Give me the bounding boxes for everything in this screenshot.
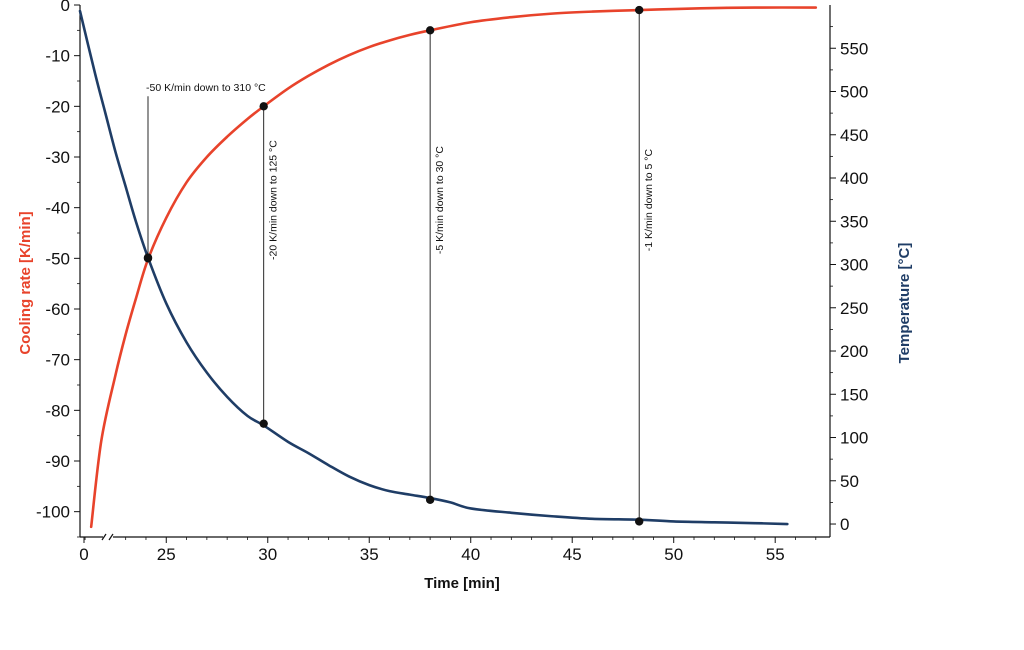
y-right-tick-label: 300 (840, 256, 868, 275)
y-right-tick-label: 400 (840, 169, 868, 188)
y-left-tick-label: -30 (45, 148, 70, 167)
temperature-marker (259, 419, 268, 428)
x-tick-label: 30 (258, 545, 277, 564)
y-right-tick-label: 200 (840, 342, 868, 361)
y-left-tick-label: 0 (61, 0, 70, 15)
x-tick-label: 40 (461, 545, 480, 564)
axis-break-mark (108, 533, 114, 541)
y-left-tick-label: -80 (45, 401, 70, 420)
annotation-label: -50 K/min down to 310 °C (146, 82, 266, 94)
annotation-label: -20 K/min down to 125 °C (268, 140, 280, 260)
y-left-tick-label: -40 (45, 199, 70, 218)
cooling-rate-marker (259, 102, 268, 111)
y-right-tick-label: 250 (840, 299, 868, 318)
y-axis-right-title: Temperature [°C] (896, 243, 913, 364)
y-left-tick-label: -100 (36, 503, 70, 522)
y-right-tick-label: 350 (840, 212, 868, 231)
y-right-tick-label: 0 (840, 515, 849, 534)
axes: 0 25 30 35 40 45 50 550-10-20-30-40-50-60-70-80… (36, 0, 868, 564)
cooling_rate-line (89, 6, 818, 529)
annotation-label: -1 K/min down to 5 °C (643, 149, 655, 252)
y-left-tick-label: -60 (45, 300, 70, 319)
cooling-rate-marker (635, 5, 644, 15)
y-axis-left-title: Cooling rate [K/min] (17, 211, 34, 354)
x-axis-title: Time [min] (424, 575, 500, 592)
x-tick-label: 25 (157, 545, 176, 564)
y-left-tick-label: -90 (45, 452, 70, 471)
x-tick-label: 55 (766, 545, 785, 564)
axis-break-gap (103, 533, 113, 541)
y-left-tick-label: -70 (45, 351, 70, 370)
y-left-tick-label: -10 (45, 47, 70, 66)
y-left-tick-label: -50 (45, 249, 70, 268)
annotation-layer: -50 K/min down to 310 °C -20 K/min down t… (143, 5, 655, 526)
axis-break-mark (101, 533, 107, 541)
annotation-label: -5 K/min down to 30 °C (434, 146, 446, 254)
y-right-tick-label: 100 (840, 429, 868, 448)
y-right-tick-label: 550 (840, 39, 868, 58)
cooling-rate-marker (425, 26, 435, 35)
temperature-marker (425, 495, 435, 505)
y-left-tick-label: -20 (45, 97, 70, 116)
temperature-marker (143, 253, 153, 262)
series-layer (78, 6, 818, 529)
y-right-tick-label: 150 (840, 385, 868, 404)
y-right-tick-label: 50 (840, 472, 859, 491)
x-tick-label: 50 (664, 545, 683, 564)
temperature-line (78, 9, 789, 526)
x-tick-label: 35 (360, 545, 379, 564)
y-right-tick-label: 500 (840, 83, 868, 102)
x-tick-label: 0 (79, 545, 88, 564)
y-right-tick-label: 450 (840, 126, 868, 145)
temperature-marker (635, 517, 644, 526)
x-tick-label: 45 (563, 545, 582, 564)
